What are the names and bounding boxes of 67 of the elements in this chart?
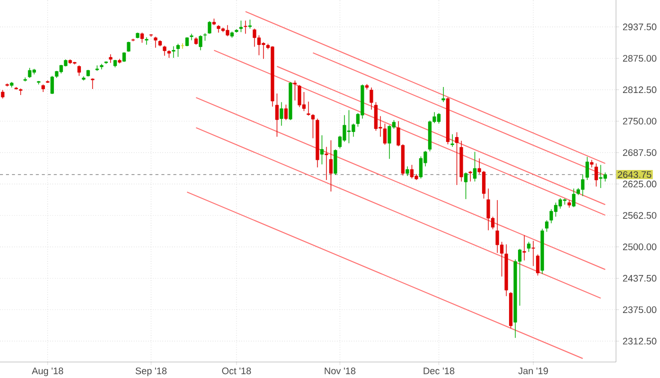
candlestick (154, 36, 158, 48)
candlestick (248, 19, 252, 30)
candlestick (464, 172, 468, 200)
candlestick (536, 254, 540, 276)
x-tick-label: Jan '19 (518, 368, 548, 374)
candlestick (293, 80, 297, 101)
candlestick (144, 36, 148, 46)
x-tick-label: Dec '18 (424, 368, 454, 374)
candlestick (496, 200, 500, 254)
candlestick (594, 163, 598, 187)
candlestick (190, 33, 194, 41)
y-tick-label: 2375.00 (622, 306, 656, 314)
x-tick-label: Oct '18 (222, 368, 251, 374)
candlestick (284, 104, 288, 121)
candlestick (324, 146, 328, 180)
candlestick (410, 164, 414, 179)
candlestick (329, 140, 333, 192)
candlestick (280, 102, 284, 126)
candlestick (334, 148, 338, 176)
candlestick (244, 20, 248, 34)
y-tick-label: 2562.50 (622, 212, 656, 219)
candlestick (532, 240, 536, 266)
candlestick (306, 101, 310, 116)
candlestick (239, 20, 243, 33)
candlestick (198, 34, 202, 51)
y-tick-label: 2500.00 (622, 244, 656, 250)
candlestick (522, 234, 526, 261)
x-tick-label: Aug '18 (32, 368, 64, 376)
candlestick (126, 41, 130, 52)
y-tick-label: 2750.00 (622, 118, 656, 125)
candlestick (442, 86, 446, 102)
y-tick-label: 2437.50 (622, 274, 656, 282)
y-tick-label: 2687.50 (622, 149, 656, 156)
candlestick (603, 172, 607, 182)
candlestick (167, 50, 171, 58)
candlestick (473, 151, 477, 182)
candlestick (320, 134, 324, 165)
ref-line-label: 2643.75 (618, 171, 652, 178)
candlestick (450, 134, 454, 148)
x-tick-label: Sep '18 (136, 368, 167, 376)
candlestick (208, 20, 212, 34)
candlestick (406, 166, 410, 176)
candlestick (388, 124, 392, 160)
candlestick (176, 43, 180, 58)
candlestick (468, 170, 472, 182)
candlestick (50, 76, 54, 94)
candlestick (311, 114, 315, 139)
candlestick (140, 32, 144, 44)
x-tick-label: Nov '18 (324, 368, 356, 374)
candlestick (185, 36, 189, 47)
y-tick-label: 2625.00 (622, 180, 656, 188)
candlestick (275, 93, 279, 138)
y-tick-label: 2812.50 (622, 86, 656, 94)
candlestick (383, 123, 387, 146)
y-tick-label: 2937.50 (622, 24, 656, 30)
candlestick (486, 188, 490, 231)
y-tick-label: 2312.50 (622, 338, 656, 344)
candlestick (455, 132, 459, 186)
candlestick (370, 87, 374, 110)
y-tick-label: 2875.00 (622, 54, 656, 62)
candlestick (203, 32, 207, 42)
candlestick (545, 220, 548, 232)
candlestick (172, 46, 176, 58)
candlestick (527, 241, 531, 252)
candlestick (162, 45, 166, 56)
candlestick (77, 65, 81, 76)
candlestick (586, 156, 589, 180)
